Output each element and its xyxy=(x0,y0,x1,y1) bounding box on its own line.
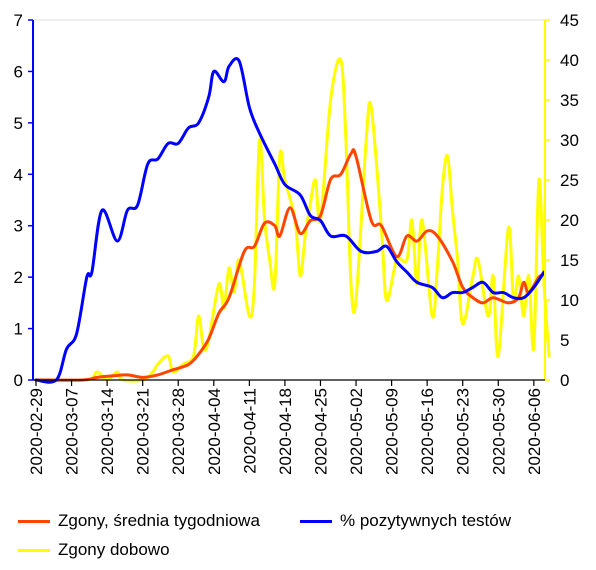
series-line-daily-deaths xyxy=(34,57,551,383)
legend-swatch-positive-tests xyxy=(300,519,332,523)
y-right-tick-label: 35 xyxy=(560,91,579,110)
x-tick-label: 2020-03-07 xyxy=(63,388,82,475)
y-right-tick-label: 40 xyxy=(560,51,579,70)
y-left-tick-label: 5 xyxy=(14,114,23,133)
x-tick-label: 2020-05-09 xyxy=(383,388,402,475)
x-tick-label: 2020-02-29 xyxy=(27,388,46,475)
legend-item-positive-tests: % pozytywnych testów xyxy=(300,511,511,531)
x-tick-label: 2020-04-11 xyxy=(240,388,259,474)
series-layer xyxy=(34,57,551,384)
x-tick-label: 2020-05-23 xyxy=(454,388,473,475)
legend-label-daily-deaths: Zgony dobowo xyxy=(58,540,170,559)
y-left-tick-label: 3 xyxy=(14,217,23,236)
y-left-tick-label: 4 xyxy=(14,165,23,184)
x-tick-label: 2020-05-02 xyxy=(347,388,366,475)
x-tick-label: 2020-04-25 xyxy=(311,388,330,475)
y-left-tick-label: 1 xyxy=(14,320,23,339)
y-right-tick-label: 5 xyxy=(560,331,569,350)
legend-label-avg-deaths: Zgony, średnia tygodniowa xyxy=(58,511,260,530)
x-tick-label: 2020-03-28 xyxy=(169,388,188,475)
legend-swatch-daily-deaths xyxy=(18,548,50,552)
x-tick-label: 2020-05-16 xyxy=(418,388,437,475)
y-left-tick-label: 2 xyxy=(14,268,23,287)
y-right-tick-label: 0 xyxy=(560,371,569,390)
legend-label-positive-tests: % pozytywnych testów xyxy=(340,511,512,530)
x-tick-label: 2020-06-06 xyxy=(525,388,544,475)
y-right-tick-label: 10 xyxy=(560,291,579,310)
y-right-tick-label: 20 xyxy=(560,211,579,230)
x-tick-label: 2020-04-18 xyxy=(276,388,295,475)
x-tick-label: 2020-04-04 xyxy=(205,388,224,475)
legend-swatch-avg-deaths xyxy=(18,519,50,523)
x-tick-label: 2020-03-14 xyxy=(98,388,117,475)
y-right-tick-label: 15 xyxy=(560,251,579,270)
y-right-tick-label: 25 xyxy=(560,171,579,190)
legend-item-daily-deaths: Zgony dobowo xyxy=(18,540,170,560)
y-left-tick-label: 0 xyxy=(14,371,23,390)
x-tick-label: 2020-03-21 xyxy=(134,388,153,475)
series-line-positive-tests xyxy=(34,57,546,384)
x-tick-label: 2020-05-30 xyxy=(489,388,508,475)
y-right-tick-label: 30 xyxy=(560,131,579,150)
y-left-tick-label: 7 xyxy=(14,11,23,30)
y-left-tick-label: 6 xyxy=(14,62,23,81)
series-line-avg-deaths xyxy=(34,148,546,382)
y-right-tick-label: 45 xyxy=(560,11,579,30)
legend-item-avg-deaths: Zgony, średnia tygodniowa xyxy=(18,511,260,531)
